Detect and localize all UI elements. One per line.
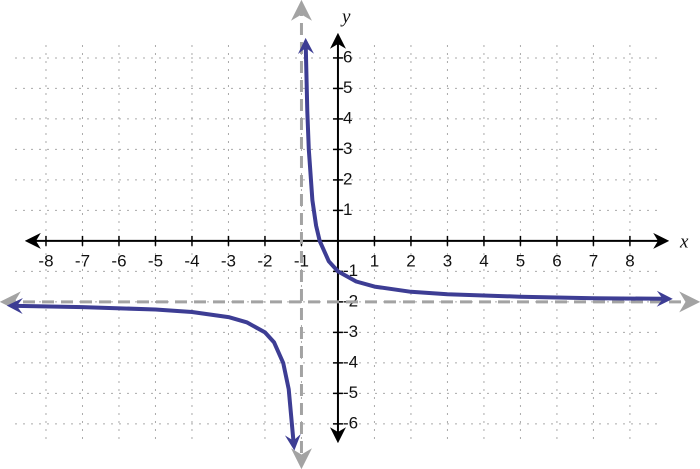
y-tick-label: 5 <box>343 78 352 97</box>
y-tick-label: -4 <box>343 352 358 371</box>
y-tick-label: -6 <box>343 413 358 432</box>
x-tick-label: 7 <box>589 251 598 270</box>
x-tick-label: -2 <box>257 251 272 270</box>
x-tick-label: 3 <box>443 251 452 270</box>
y-tick-label: 2 <box>343 169 352 188</box>
y-tick-label: 1 <box>343 200 352 219</box>
x-axis-label: x <box>679 231 689 252</box>
x-tick-label: 8 <box>625 251 634 270</box>
x-tick-label: -4 <box>184 251 199 270</box>
x-tick-label: 5 <box>516 251 525 270</box>
y-tick-label: 4 <box>343 108 352 127</box>
x-tick-label: 6 <box>552 251 561 270</box>
x-tick-label: -8 <box>38 251 53 270</box>
curve <box>16 47 663 441</box>
curve-arrowhead <box>284 433 301 451</box>
curve-arrowhead <box>6 297 23 314</box>
y-tick-label: -3 <box>343 322 358 341</box>
y-tick-label: 3 <box>343 139 352 158</box>
curve-arrowhead <box>297 37 314 55</box>
y-tick-label: -5 <box>343 383 358 402</box>
x-tick-label: 2 <box>406 251 415 270</box>
y-tick-label: 6 <box>343 47 352 66</box>
x-tick-label: -3 <box>221 251 236 270</box>
x-tick-label: -7 <box>75 251 90 270</box>
y-axis-label: y <box>340 6 351 27</box>
x-tick-label: -6 <box>111 251 126 270</box>
x-tick-label: -5 <box>148 251 163 270</box>
curve-arrowhead <box>656 290 673 307</box>
x-tick-label: 1 <box>370 251 379 270</box>
x-tick-label: 4 <box>479 251 488 270</box>
